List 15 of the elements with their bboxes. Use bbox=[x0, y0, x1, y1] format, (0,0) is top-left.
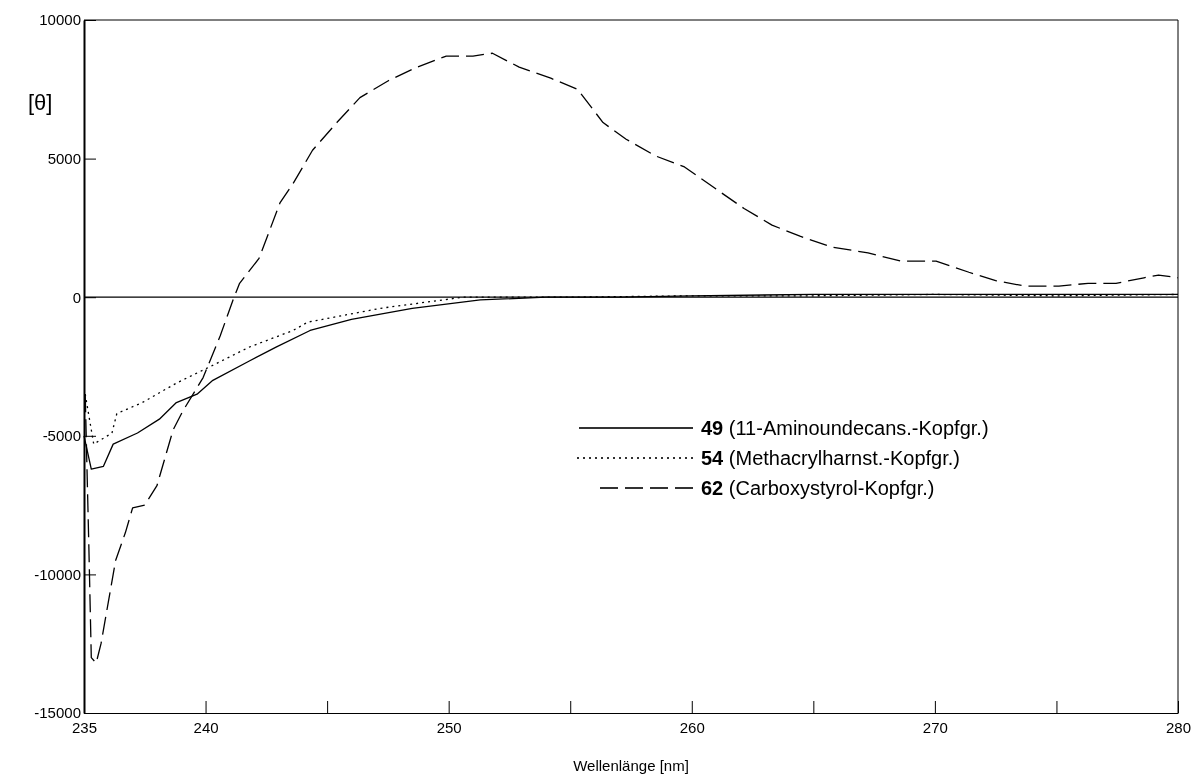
y-tick-label: -5000 bbox=[42, 427, 81, 445]
x-tick-label: 280 bbox=[1165, 718, 1191, 736]
x-tick-label: 240 bbox=[193, 718, 219, 736]
y-tick-label: -10000 bbox=[34, 565, 81, 583]
x-tick-label: 270 bbox=[922, 718, 948, 736]
legend-label: 49 (11-Aminoundecans.-Kopfgr.) bbox=[701, 417, 989, 439]
legend-label: 62 (Carboxystyrol-Kopfgr.) bbox=[701, 477, 935, 499]
x-tick-label: 250 bbox=[436, 718, 462, 736]
x-axis-title: Wellenlänge [nm] bbox=[573, 757, 689, 774]
y-tick-label: 10000 bbox=[39, 11, 81, 29]
y-tick-label: 0 bbox=[72, 288, 81, 306]
legend-label: 54 (Methacrylharnst.-Kopfgr.) bbox=[701, 447, 960, 469]
y-axis-title: [θ] bbox=[28, 90, 53, 115]
y-tick-label: 5000 bbox=[47, 149, 81, 167]
x-tick-label: 260 bbox=[679, 718, 705, 736]
